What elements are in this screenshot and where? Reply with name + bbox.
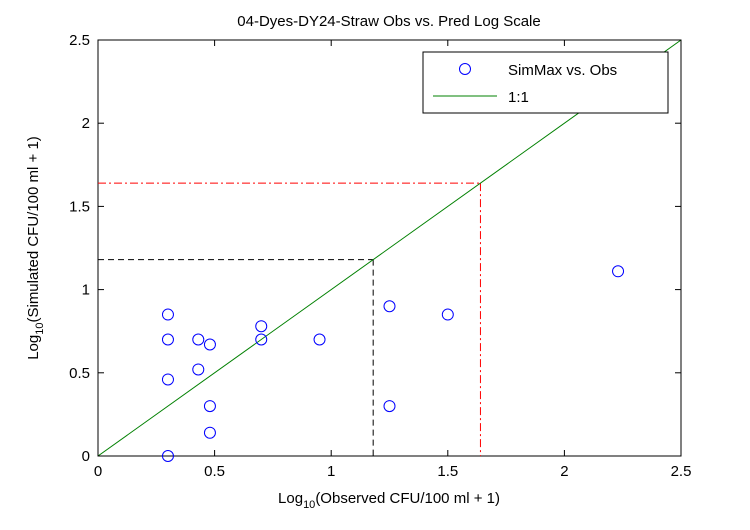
data-point [161,333,174,346]
x-tick-label: 1.5 [437,463,458,480]
x-tick-label: 0 [94,463,102,480]
x-tick-label: 0.5 [204,463,225,480]
x-axis-label: Log10(Observed CFU/100 ml + 1) [278,490,500,511]
y-axis-label: Log10(Simulated CFU/100 ml + 1) [25,136,46,360]
x-tick-label: 2.5 [671,463,692,480]
legend-label-0: SimMax vs. Obs [508,62,617,79]
data-point [161,373,174,386]
data-point [441,308,454,321]
data-point [383,400,396,413]
data-point [161,450,174,462]
y-tick-label: 1 [82,282,90,299]
y-tick-label: 1.5 [69,198,90,215]
data-point [255,333,268,346]
legend-marker-circle [459,63,471,75]
y-tick-label: 0 [82,448,90,465]
data-point [383,300,396,313]
data-point [612,265,625,278]
chart-title: 04-Dyes-DY24-Straw Obs vs. Pred Log Scal… [237,13,540,30]
data-point [203,338,216,351]
x-tick-label: 2 [560,463,568,480]
data-point [203,400,216,413]
y-tick-label: 2 [82,115,90,132]
data-point [203,426,216,439]
y-tick-label: 2.5 [69,32,90,49]
legend-label-1: 1:1 [508,89,529,106]
data-point [313,333,326,346]
x-tick-label: 1 [327,463,335,480]
data-point [161,308,174,321]
data-point [255,320,268,333]
data-point [192,333,205,346]
data-point [192,363,205,376]
y-tick-label: 0.5 [69,365,90,382]
legend: SimMax vs. Obs 1:1 [422,51,669,114]
